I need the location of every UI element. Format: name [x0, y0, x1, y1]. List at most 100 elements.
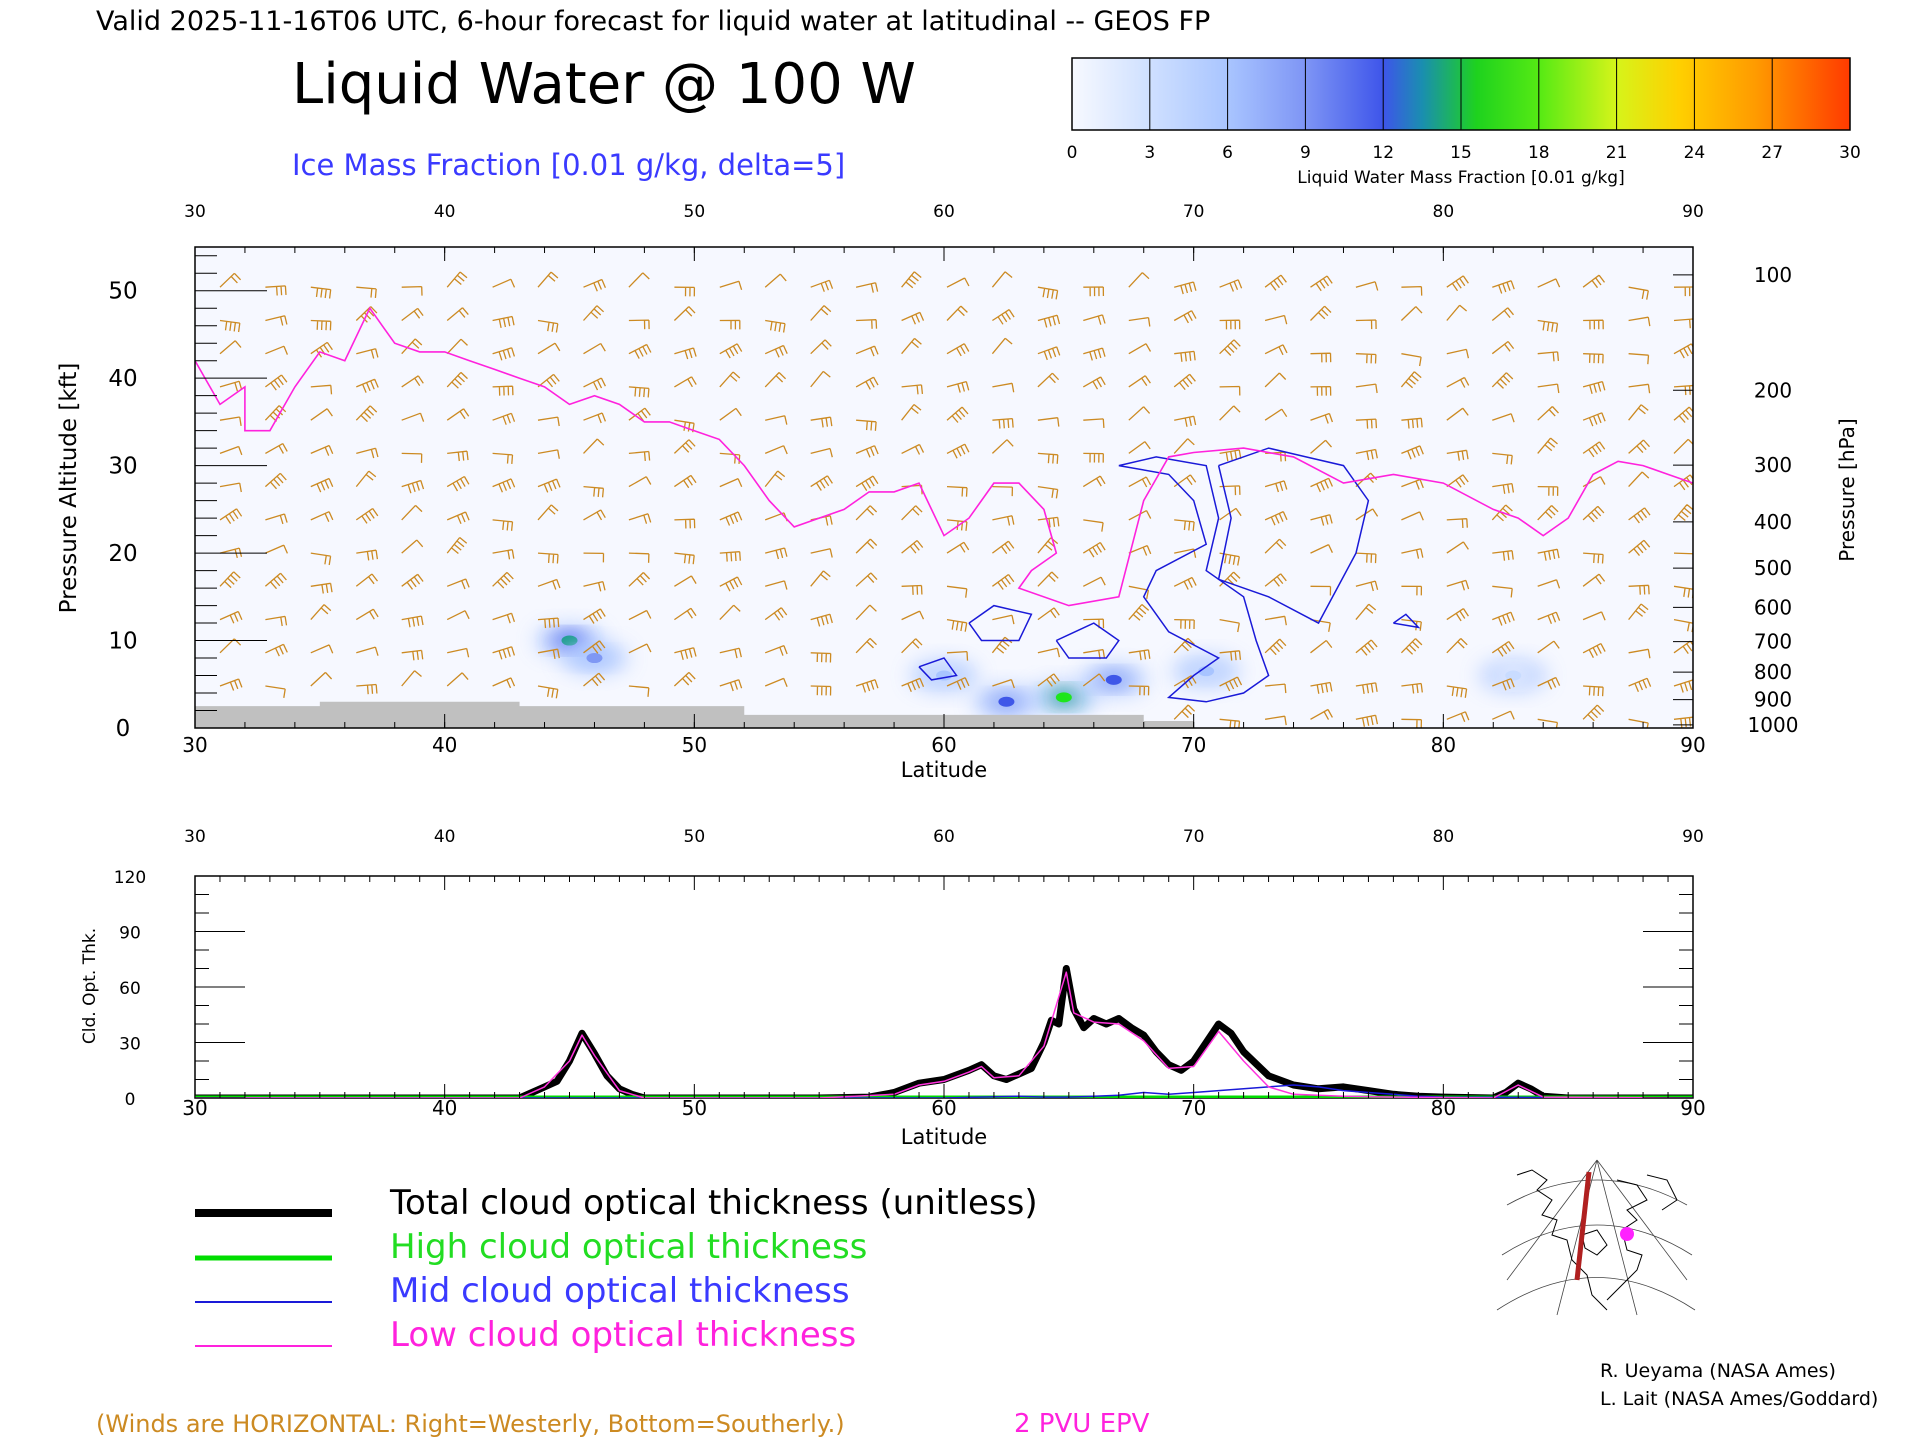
legend-label-total: Total cloud optical thickness (unitless): [389, 1183, 1038, 1223]
top-x-tick-label: 50: [682, 733, 707, 757]
wind-barb: [1264, 615, 1287, 626]
wind-barb: [1082, 541, 1106, 558]
wind-barb: [719, 478, 743, 488]
wind-barb: [991, 271, 1013, 288]
cross-section-background: [195, 247, 1693, 728]
inset-map: [1496, 1159, 1696, 1316]
wind-barb: [1264, 372, 1287, 388]
wind-barb: [446, 578, 470, 590]
wind-barb: [1264, 715, 1287, 726]
wind-barb: [583, 412, 607, 424]
wind-barb: [1628, 404, 1649, 421]
bottom-x-tick-label-upper: 70: [1183, 827, 1205, 847]
cross-section-axes: 3030404050506060707080809090010203040501…: [108, 202, 1798, 757]
wind-barb: [1310, 477, 1333, 493]
wind-barb: [446, 475, 470, 492]
wind-barb: [401, 479, 425, 494]
wind-barb: [1537, 437, 1558, 454]
optical-thickness-frame: [194, 875, 1694, 1099]
wind-barb: [492, 677, 516, 689]
wind-barb: [1173, 373, 1196, 391]
wind-barb: [401, 539, 424, 554]
wind-barb: [537, 416, 560, 427]
wind-barb: [1491, 640, 1515, 657]
wind-barb: [946, 380, 970, 393]
optical-thickness-axes: 30 30 40 40 50 50 60 60 70 70 80 80 90 90 0 30 60 90 120: [114, 827, 1706, 1120]
wind-barb: [537, 617, 560, 629]
wind-barb: [583, 672, 606, 687]
wind-barb: [492, 519, 514, 531]
wind-barb: [719, 647, 742, 659]
wind-barb: [265, 443, 288, 454]
wind-barb: [1446, 376, 1470, 388]
wind-barb: [764, 644, 788, 656]
wind-barb: [764, 372, 787, 388]
wind-barb: [1673, 406, 1693, 423]
top-xlabel: Latitude: [901, 758, 987, 782]
wind-barb: [310, 604, 332, 621]
wind-barb: [1174, 350, 1196, 362]
wind-barb: [810, 548, 833, 558]
wind-barb: [1401, 417, 1423, 429]
wind-barb: [1128, 649, 1151, 661]
wind-barb: [1128, 476, 1152, 488]
wind-barb: [446, 271, 468, 288]
wind-barb: [628, 343, 652, 359]
wind-barb: [1174, 519, 1195, 531]
wind-barb: [1400, 306, 1423, 321]
wind-barb: [1446, 449, 1469, 461]
wind-barb: [583, 377, 606, 391]
wind-barb: [856, 319, 878, 329]
wind-barb: [537, 552, 559, 564]
wind-barb: [1128, 685, 1150, 696]
bottom-y-tick-label: 0: [125, 1090, 136, 1110]
pressure-tick-label: 700: [1754, 630, 1792, 654]
wind-barb: [219, 445, 243, 456]
optical-thickness-panel: 30 30 40 40 50 50 60 60 70 70 80 80 90 90 0 30 60 90 120 L…: [80, 827, 1706, 1149]
liquid-water-core: [586, 653, 603, 664]
wind-barb: [401, 452, 423, 463]
wind-barb: [946, 585, 968, 598]
wind-barb: [1310, 305, 1332, 321]
wind-barb: [673, 671, 696, 687]
wind-barb: [219, 571, 241, 589]
wind-barb: [446, 338, 468, 355]
wind-barb: [1219, 385, 1241, 396]
top-x-tick-label-upper: 70: [1183, 202, 1205, 222]
wind-barb: [219, 610, 243, 624]
wind-barb: [674, 552, 695, 565]
wind-barb: [583, 305, 605, 321]
wind-barb: [537, 478, 561, 493]
pressure-tick-label: 100: [1754, 263, 1792, 287]
colorbar-tick-label: 6: [1222, 143, 1233, 163]
wind-barb: [1673, 552, 1693, 555]
wind-barb: [1401, 353, 1422, 367]
wind-barb: [1628, 286, 1649, 300]
wind-barb: [1628, 648, 1651, 659]
wind-barb: [1219, 339, 1241, 356]
wind-barb: [1628, 584, 1650, 595]
wind-barb: [1583, 685, 1604, 697]
wind-barb: [492, 612, 516, 624]
wind-barb: [1037, 571, 1059, 587]
wind-barb: [628, 572, 651, 587]
wind-barb: [1446, 407, 1469, 421]
colorbar-ticks: 0 3 6 9 12 15 18 21 24 27 30: [1067, 58, 1861, 163]
bottom-y-tick-label: 120: [114, 868, 146, 888]
wind-barb: [1355, 418, 1378, 429]
bottom-x-tick-label: 30: [182, 1096, 207, 1120]
inset-map-cross-section-line: [1574, 1171, 1592, 1281]
wind-barb: [1492, 413, 1515, 423]
wind-barb: [1219, 676, 1243, 692]
valid-line: Valid 2025-11-16T06 UTC, 6-hour forecast…: [96, 6, 1210, 37]
colorbar: 0 3 6 9 12 15 18 21 24 27 30 Liquid Water Mass Fra…: [1067, 57, 1861, 188]
wind-barb: [537, 271, 559, 288]
wind-barb: [537, 685, 559, 699]
wind-barb: [674, 607, 697, 621]
wind-barb: [810, 475, 833, 491]
wind-barb: [719, 343, 743, 359]
wind-barb: [1446, 685, 1468, 698]
wind-barb: [901, 443, 925, 455]
wind-barb: [1673, 585, 1693, 599]
wind-barb: [1492, 678, 1515, 691]
